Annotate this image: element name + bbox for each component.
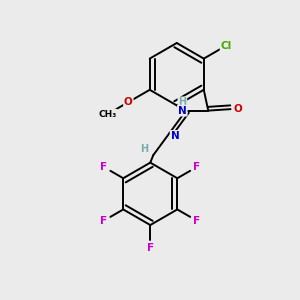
- Text: O: O: [124, 97, 133, 107]
- Text: H: H: [178, 97, 186, 107]
- Text: Cl: Cl: [220, 41, 232, 51]
- Text: F: F: [147, 243, 154, 253]
- Text: N: N: [171, 131, 179, 141]
- Text: F: F: [193, 162, 200, 172]
- Text: H: H: [140, 144, 148, 154]
- Text: CH₃: CH₃: [99, 110, 117, 118]
- Text: O: O: [234, 104, 242, 114]
- Text: N: N: [178, 106, 187, 116]
- Text: F: F: [100, 162, 107, 172]
- Text: F: F: [100, 216, 107, 226]
- Text: F: F: [193, 216, 200, 226]
